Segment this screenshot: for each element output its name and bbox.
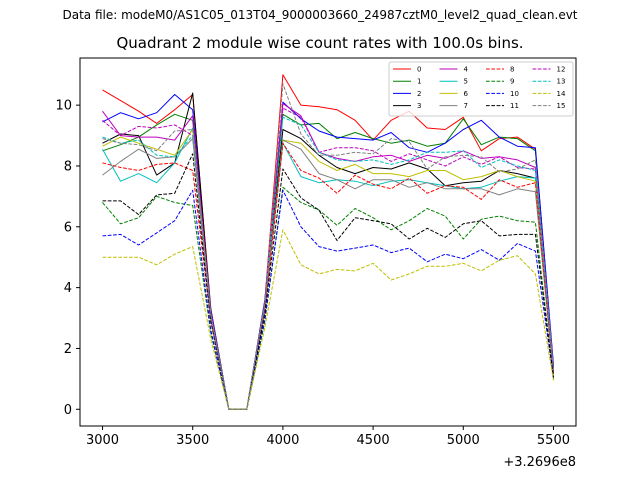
legend-label-13: 13 bbox=[557, 78, 566, 86]
x-tick-label: 4000 bbox=[266, 433, 299, 448]
x-offset-label: +3.2696e8 bbox=[503, 455, 576, 470]
chart-title: Quadrant 2 module wise count rates with … bbox=[116, 34, 524, 52]
legend-label-10: 10 bbox=[510, 90, 519, 98]
legend-label-4: 4 bbox=[464, 66, 469, 74]
series-line-11 bbox=[102, 153, 554, 410]
legend-label-15: 15 bbox=[557, 102, 566, 110]
x-tick-label: 3500 bbox=[176, 433, 209, 448]
y-tick-label: 10 bbox=[55, 99, 72, 114]
x-tick-label: 5500 bbox=[537, 433, 570, 448]
series-line-15 bbox=[102, 83, 554, 410]
y-tick-label: 8 bbox=[64, 159, 72, 174]
series-line-14 bbox=[102, 229, 554, 410]
data-file-label: Data file: modeM0/AS1C05_013T04_90000036… bbox=[62, 8, 578, 22]
series-layer bbox=[102, 74, 554, 410]
legend-label-3: 3 bbox=[417, 102, 421, 110]
x-tick-label: 5000 bbox=[447, 433, 480, 448]
legend-frame bbox=[388, 61, 574, 117]
x-tick-label: 4500 bbox=[357, 433, 390, 448]
legend-label-9: 9 bbox=[510, 78, 514, 86]
series-line-10 bbox=[102, 189, 554, 410]
series-line-0 bbox=[102, 74, 554, 410]
plot-frame bbox=[79, 57, 577, 427]
legend-label-2: 2 bbox=[417, 90, 421, 98]
y-axis: 0 2 4 6 8 10 bbox=[55, 99, 80, 418]
legend-label-8: 8 bbox=[510, 66, 514, 74]
series-line-1 bbox=[102, 113, 554, 410]
series-line-12 bbox=[102, 107, 554, 410]
series-line-8 bbox=[102, 142, 554, 410]
series-line-2 bbox=[102, 94, 554, 410]
legend-label-14: 14 bbox=[557, 90, 566, 98]
legend-label-0: 0 bbox=[417, 66, 421, 74]
y-tick-label: 2 bbox=[64, 342, 72, 357]
x-tick-label: 3000 bbox=[86, 433, 119, 448]
legend-label-1: 1 bbox=[417, 78, 421, 86]
series-line-6 bbox=[102, 129, 554, 410]
x-axis: 3000 3500 4000 4500 5000 5500 bbox=[86, 426, 570, 448]
legend-label-11: 11 bbox=[510, 102, 519, 110]
series-line-7 bbox=[102, 138, 554, 410]
legend-label-6: 6 bbox=[464, 90, 469, 98]
series-line-9 bbox=[102, 186, 554, 410]
y-tick-label: 6 bbox=[64, 220, 72, 235]
legend-label-5: 5 bbox=[464, 78, 468, 86]
y-tick-label: 4 bbox=[64, 281, 72, 296]
legend-label-7: 7 bbox=[464, 102, 468, 110]
series-line-5 bbox=[102, 127, 554, 410]
y-tick-label: 0 bbox=[64, 403, 72, 418]
legend-label-12: 12 bbox=[557, 66, 566, 74]
series-line-13 bbox=[102, 116, 554, 410]
